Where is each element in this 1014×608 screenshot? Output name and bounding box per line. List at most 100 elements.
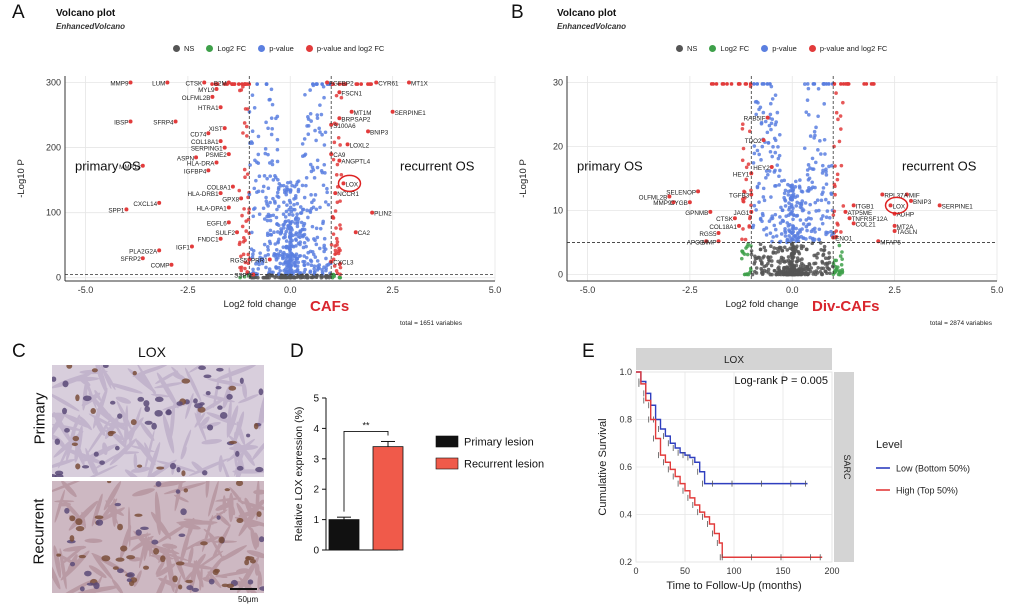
y-axis-label: Cumulative Survival xyxy=(597,418,609,515)
x-tick-label: 0.0 xyxy=(284,285,297,295)
tissue-fiber xyxy=(233,431,238,468)
data-point xyxy=(298,242,302,247)
tissue-fiber xyxy=(238,576,264,593)
data-point xyxy=(764,169,769,173)
data-point xyxy=(265,218,270,223)
tissue-fiber xyxy=(52,481,85,495)
labelled-point xyxy=(226,80,231,85)
data-point xyxy=(337,82,342,86)
data-point xyxy=(304,255,309,260)
data-point xyxy=(782,266,786,270)
data-point xyxy=(333,209,338,213)
labelled-point xyxy=(333,191,338,196)
survival-curve xyxy=(636,371,808,485)
data-point xyxy=(838,114,843,118)
data-point xyxy=(303,92,307,97)
cell-nucleus xyxy=(213,568,220,573)
data-point xyxy=(803,201,808,205)
data-point xyxy=(833,164,837,168)
gene-label: LUM xyxy=(152,81,165,88)
gene-label: HEY1 xyxy=(733,171,750,178)
panel-letter-a: A xyxy=(12,2,25,23)
data-point xyxy=(794,226,798,231)
data-point xyxy=(784,259,789,264)
data-point xyxy=(292,275,296,280)
data-point xyxy=(304,244,308,249)
legend-marker xyxy=(709,45,717,52)
data-point xyxy=(275,230,280,234)
data-point xyxy=(281,255,286,260)
data-point xyxy=(748,129,752,134)
labelled-point xyxy=(671,200,676,205)
data-point xyxy=(764,233,769,237)
data-point xyxy=(279,275,283,280)
data-point xyxy=(743,237,748,242)
data-point xyxy=(790,197,795,202)
data-point xyxy=(831,272,836,277)
data-point xyxy=(267,275,271,280)
data-point xyxy=(729,82,734,86)
data-point xyxy=(266,186,271,191)
data-point xyxy=(837,139,842,144)
data-point xyxy=(266,252,270,257)
data-point xyxy=(810,180,815,185)
tissue-fiber xyxy=(76,585,120,593)
tissue-fiber xyxy=(133,453,138,470)
labelled-point xyxy=(206,131,211,136)
cell-nucleus xyxy=(244,559,250,566)
bar xyxy=(372,446,404,551)
data-point xyxy=(311,252,316,257)
gene-label: TDO2 xyxy=(745,138,762,145)
group-label-recurrent: recurrent OS xyxy=(902,158,977,173)
data-point xyxy=(764,176,768,180)
data-point xyxy=(757,181,761,186)
data-point xyxy=(247,82,252,86)
data-point xyxy=(257,174,262,179)
data-point xyxy=(250,129,255,134)
labelled-point xyxy=(128,119,133,124)
panel-letter-d: D xyxy=(290,341,304,362)
data-point xyxy=(295,256,300,261)
labelled-point xyxy=(251,272,256,277)
cell-nucleus xyxy=(175,489,181,494)
cell-nucleus xyxy=(54,470,64,476)
tissue-fiber xyxy=(215,365,257,381)
data-point xyxy=(794,204,799,208)
x-tick-label: 150 xyxy=(775,566,790,576)
x-tick-label: 0 xyxy=(633,566,638,576)
cell-nucleus xyxy=(72,435,80,442)
data-point xyxy=(247,207,251,211)
data-point xyxy=(760,144,765,149)
data-point xyxy=(291,271,295,276)
ihc-row-label-primary: Primary xyxy=(31,392,49,445)
data-point xyxy=(269,132,274,137)
tissue-fiber xyxy=(85,447,95,475)
tissue-fiber xyxy=(156,372,179,409)
data-point xyxy=(806,189,811,193)
data-point xyxy=(820,271,824,276)
data-point xyxy=(760,211,765,216)
labelled-point xyxy=(140,163,145,168)
data-point xyxy=(315,259,320,263)
data-point xyxy=(338,226,343,231)
data-point xyxy=(298,271,303,275)
cell-nucleus xyxy=(247,579,254,585)
gene-label: CTSK xyxy=(716,216,734,223)
legend-title: Level xyxy=(876,439,902,451)
data-point xyxy=(247,192,252,197)
data-point xyxy=(812,253,816,258)
data-point xyxy=(296,219,300,224)
data-point xyxy=(313,128,317,133)
data-point xyxy=(295,224,300,229)
cell-nucleus xyxy=(208,578,215,585)
data-point xyxy=(814,209,818,213)
data-point xyxy=(326,262,331,267)
tissue-fiber xyxy=(62,499,83,521)
cell-nucleus xyxy=(198,365,206,371)
data-point xyxy=(844,82,848,86)
data-point xyxy=(795,200,799,205)
data-point xyxy=(304,175,309,180)
data-point xyxy=(275,207,279,212)
cell-nucleus xyxy=(218,536,225,544)
tissue-fiber xyxy=(144,442,151,458)
